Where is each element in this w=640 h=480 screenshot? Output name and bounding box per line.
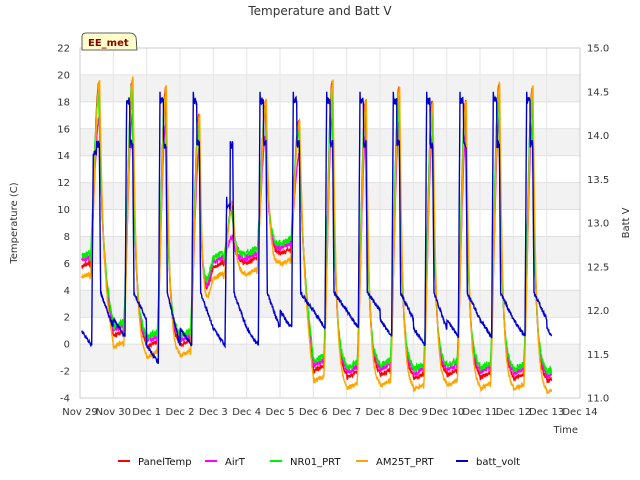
y-tick-label: 16: [57, 124, 70, 135]
series-lines: [81, 76, 553, 395]
legend-item: PanelTemp: [118, 457, 192, 468]
y-tick-label: 2: [64, 313, 70, 324]
right-axis-ticks: 11.0 11.5 12.0 12.5 13.0 13.5 14.0 14.5 15.0: [587, 44, 609, 405]
legend-item: batt_volt: [456, 457, 520, 468]
x-tick-label: Dec 3: [199, 407, 228, 418]
y-axis-label: Temperature (C): [9, 182, 20, 264]
y-tick-label: 12: [57, 178, 70, 189]
legend-item: AM25T_PRT: [356, 457, 435, 468]
y-axis-label-right: Batt V: [621, 207, 632, 238]
x-axis-label: Time: [553, 425, 578, 436]
x-tick-label: Dec 1: [132, 407, 161, 418]
x-tick-label: Dec 8: [366, 407, 395, 418]
x-tick-label: Dec 6: [299, 407, 328, 418]
x-tick-label: Dec 4: [232, 407, 261, 418]
legend-label: AirT: [225, 457, 246, 468]
x-tick-label: Nov 29: [62, 407, 97, 418]
site-badge: EE_met: [81, 32, 138, 51]
legend-label: batt_volt: [476, 457, 520, 468]
y-tick-label: 20: [57, 70, 70, 81]
band: [80, 344, 580, 372]
y-tick-label: 6: [64, 259, 70, 270]
y-tick-label: 10: [57, 205, 70, 216]
chart-title: Temperature and Batt V: [247, 4, 392, 18]
y-right-tick-label: 14.5: [587, 87, 609, 98]
x-tick-label: Dec 7: [332, 407, 361, 418]
band: [80, 290, 580, 318]
y-tick-label: 22: [57, 44, 70, 55]
y-right-tick-label: 15.0: [587, 44, 609, 55]
band: [80, 236, 580, 264]
x-tick-label: Dec 12: [496, 407, 531, 418]
y-tick-label: 0: [64, 340, 70, 351]
x-tick-label: Dec 14: [562, 407, 597, 418]
x-tick-label: Dec 2: [166, 407, 195, 418]
y-tick-label: 4: [64, 286, 70, 297]
series-line-batt_volt: [81, 91, 553, 364]
y-right-tick-label: 13.0: [587, 219, 609, 230]
badge-label: EE_met: [88, 38, 129, 49]
y-tick-label: -2: [60, 367, 70, 378]
y-right-tick-label: 11.5: [587, 350, 609, 361]
series-line-AM25T_PRT: [81, 76, 553, 395]
y-right-tick-label: 12.0: [587, 306, 609, 317]
legend-item: AirT: [205, 457, 246, 468]
legend: PanelTemp AirT NR01_PRT AM25T_PRT batt_volt: [118, 457, 520, 468]
x-tick-label: Dec 9: [399, 407, 428, 418]
y-right-tick-label: 11.0: [587, 394, 609, 405]
y-tick-label: -4: [60, 394, 70, 405]
y-tick-label: 14: [57, 151, 70, 162]
x-tick-label: Dec 13: [529, 407, 564, 418]
legend-label: PanelTemp: [138, 457, 192, 468]
y-right-tick-label: 12.5: [587, 262, 609, 273]
badge-shape: [81, 32, 138, 51]
x-tick-label: Dec 5: [266, 407, 295, 418]
x-tick-label: Dec 10: [429, 407, 464, 418]
band: [80, 74, 580, 102]
y-right-tick-label: 14.0: [587, 131, 609, 142]
y-tick-label: 18: [57, 97, 70, 108]
legend-label: NR01_PRT: [290, 457, 341, 468]
x-tick-label: Dec 11: [462, 407, 497, 418]
legend-label: AM25T_PRT: [376, 457, 435, 468]
y-tick-label: 8: [64, 232, 70, 243]
x-tick-label: Nov 30: [96, 407, 131, 418]
legend-item: NR01_PRT: [270, 457, 341, 468]
left-axis-ticks: -4 -2 0 2 4 6 8 10 12 14 16 18 20 22: [57, 44, 70, 405]
y-right-tick-label: 13.5: [587, 175, 609, 186]
band: [80, 182, 580, 210]
plot-frame: [79, 47, 581, 399]
